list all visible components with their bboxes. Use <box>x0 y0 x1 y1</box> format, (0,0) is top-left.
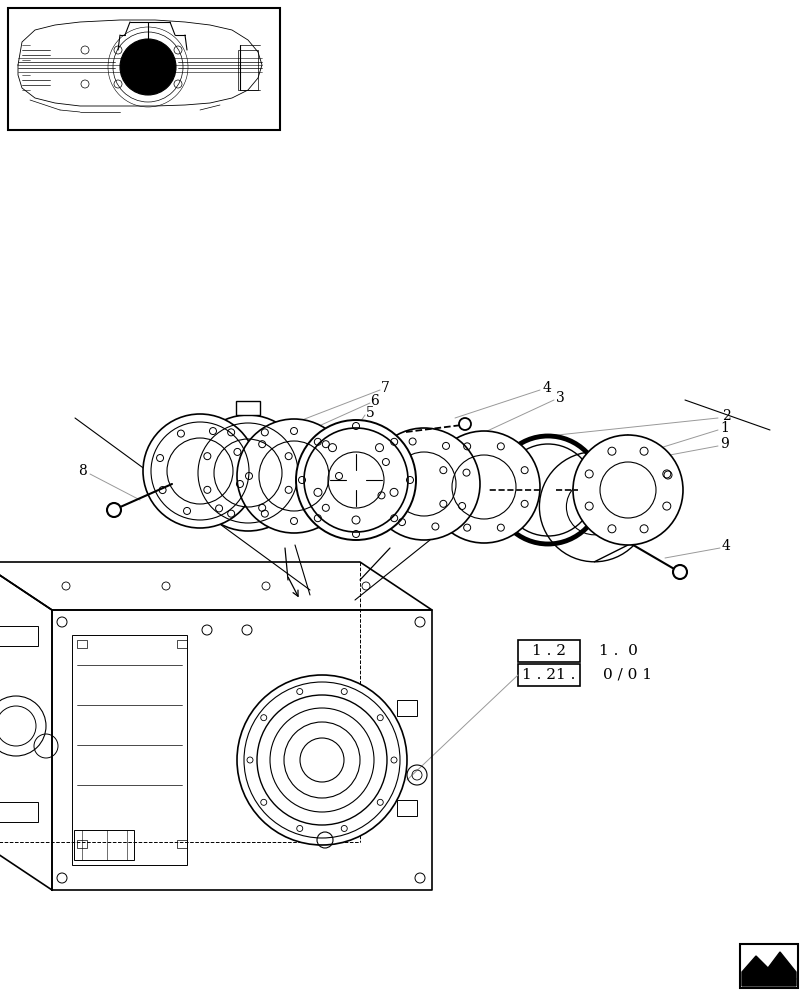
Circle shape <box>367 428 479 540</box>
Text: 8: 8 <box>79 464 88 478</box>
Circle shape <box>573 435 682 545</box>
Circle shape <box>190 415 306 531</box>
Text: 2: 2 <box>721 409 729 423</box>
Text: 4: 4 <box>721 539 730 553</box>
Circle shape <box>539 452 649 562</box>
Circle shape <box>143 414 257 528</box>
Bar <box>517 640 579 662</box>
Circle shape <box>120 39 176 95</box>
Text: 1: 1 <box>719 421 728 435</box>
Bar <box>517 664 579 686</box>
Circle shape <box>427 431 539 543</box>
Circle shape <box>296 420 415 540</box>
Polygon shape <box>741 952 795 986</box>
Circle shape <box>672 565 686 579</box>
Bar <box>74 830 134 860</box>
Text: 3: 3 <box>555 391 564 405</box>
Bar <box>8 8 280 130</box>
Polygon shape <box>769 974 795 982</box>
Bar <box>236 401 260 415</box>
Bar <box>72 635 187 865</box>
Text: 7: 7 <box>380 381 389 395</box>
Bar <box>397 700 417 716</box>
Bar <box>739 944 797 988</box>
Circle shape <box>237 419 350 533</box>
Bar <box>0 802 37 822</box>
Bar <box>77 640 87 648</box>
Text: 6: 6 <box>370 394 379 408</box>
Bar <box>77 840 87 848</box>
Text: 1 . 21 .: 1 . 21 . <box>521 668 575 682</box>
Text: 1 .  0: 1 . 0 <box>598 644 637 658</box>
Circle shape <box>237 675 406 845</box>
Bar <box>177 840 187 848</box>
Text: 1 . 2: 1 . 2 <box>531 644 565 658</box>
Circle shape <box>107 503 121 517</box>
Bar <box>397 800 417 816</box>
Bar <box>0 626 37 646</box>
Text: 5: 5 <box>365 406 374 420</box>
Bar <box>238 50 258 90</box>
Text: 9: 9 <box>719 437 728 451</box>
Text: 0 / 0 1: 0 / 0 1 <box>603 668 652 682</box>
Bar <box>177 640 187 648</box>
Text: 4: 4 <box>542 381 551 395</box>
Circle shape <box>458 418 470 430</box>
